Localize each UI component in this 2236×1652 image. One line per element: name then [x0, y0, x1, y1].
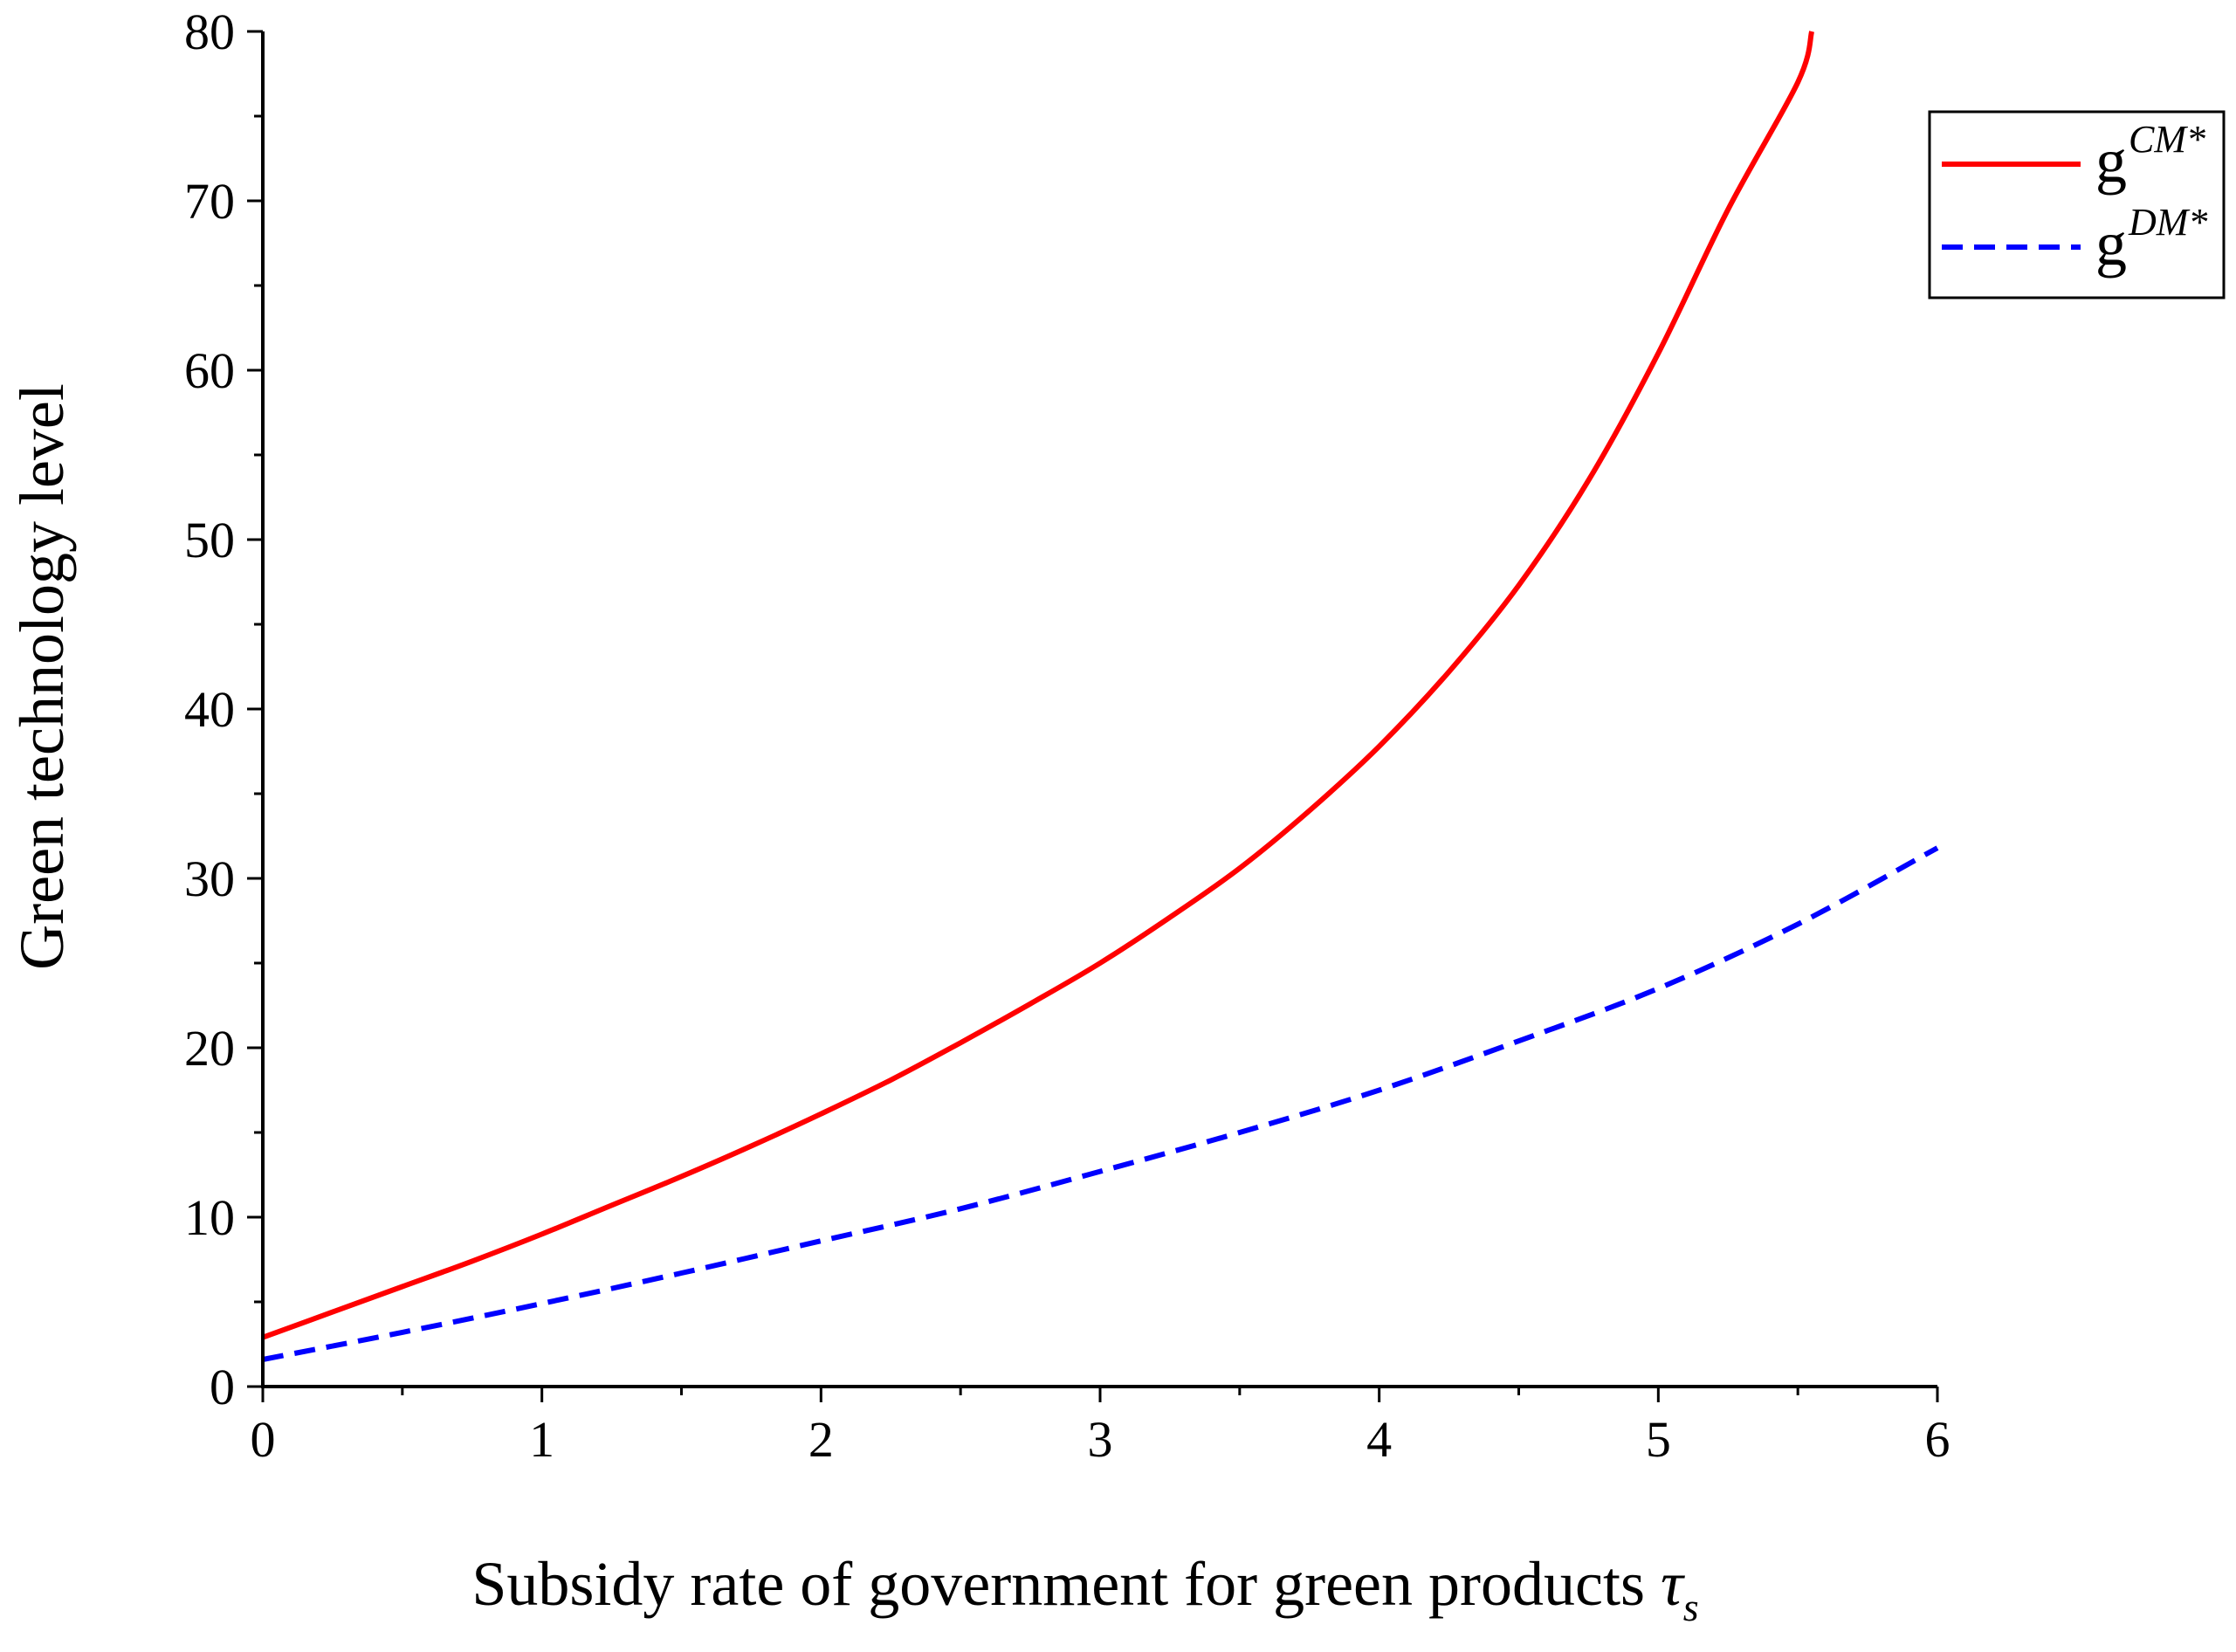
axes: [261, 31, 1937, 1388]
series-line-gcm: [261, 31, 1815, 1340]
x-ticks: 0 1 2 3 4 5 6: [251, 1387, 1950, 1468]
x-tick-label: 2: [808, 1411, 834, 1468]
y-tick-label: 50: [184, 512, 235, 568]
legend-label: gDM*: [2095, 201, 2207, 279]
legend-label: gCM*: [2095, 118, 2205, 196]
y-ticks: 0 10 20 30 40 50 60 70 80: [184, 3, 263, 1415]
y-tick-label: 0: [210, 1359, 235, 1415]
x-tick-label: 6: [1925, 1411, 1950, 1468]
x-tick-label: 5: [1646, 1411, 1671, 1468]
x-tick-label: 3: [1088, 1411, 1113, 1468]
x-tick-label: 0: [251, 1411, 276, 1468]
y-tick-label: 10: [184, 1189, 235, 1246]
y-tick-label: 60: [184, 342, 235, 399]
y-tick-label: 80: [184, 3, 235, 60]
plot-curves: [261, 31, 1939, 1362]
y-tick-label: 70: [184, 173, 235, 230]
x-tick-label: 1: [529, 1411, 554, 1468]
x-axis-title: Subsidy rate of government for green pro…: [471, 1549, 1698, 1629]
y-tick-label: 40: [184, 681, 235, 738]
y-tick-label: 20: [184, 1020, 235, 1077]
y-axis-title: Green technology level: [7, 383, 77, 970]
series-line-gdm: [262, 845, 1939, 1362]
legend: gCM*gDM*: [1928, 110, 2226, 299]
x-tick-label: 4: [1366, 1411, 1392, 1468]
y-tick-label: 30: [184, 850, 235, 907]
legend-box: [1928, 110, 2226, 299]
